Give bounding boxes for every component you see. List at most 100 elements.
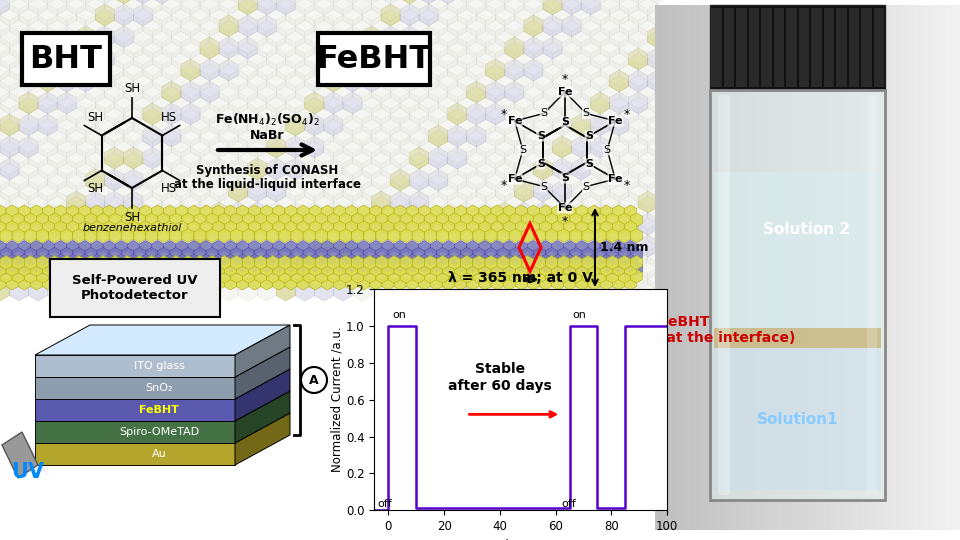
Polygon shape	[206, 261, 218, 275]
Polygon shape	[315, 255, 327, 269]
Polygon shape	[228, 268, 248, 290]
Polygon shape	[333, 169, 352, 191]
Polygon shape	[540, 221, 552, 235]
Polygon shape	[400, 268, 420, 290]
Polygon shape	[400, 246, 420, 268]
Polygon shape	[230, 213, 243, 227]
Polygon shape	[553, 158, 571, 180]
Polygon shape	[6, 240, 18, 254]
Polygon shape	[314, 147, 333, 169]
Polygon shape	[552, 276, 564, 290]
Polygon shape	[12, 213, 24, 227]
Polygon shape	[31, 254, 42, 268]
Polygon shape	[391, 125, 410, 147]
Polygon shape	[457, 4, 476, 26]
Polygon shape	[257, 169, 276, 191]
Polygon shape	[200, 235, 219, 257]
Polygon shape	[424, 213, 437, 227]
Polygon shape	[495, 92, 515, 114]
Polygon shape	[267, 114, 286, 136]
Bar	[693, 5, 701, 530]
Polygon shape	[36, 228, 49, 242]
Polygon shape	[473, 269, 485, 283]
Polygon shape	[128, 262, 139, 276]
Polygon shape	[267, 261, 278, 275]
Polygon shape	[188, 205, 200, 219]
Polygon shape	[114, 48, 133, 70]
Polygon shape	[606, 255, 618, 269]
Polygon shape	[562, 37, 581, 59]
Polygon shape	[333, 254, 346, 268]
Polygon shape	[497, 228, 509, 242]
Polygon shape	[391, 37, 410, 59]
Polygon shape	[351, 269, 364, 283]
Polygon shape	[200, 276, 212, 290]
Polygon shape	[286, 26, 305, 48]
Polygon shape	[0, 81, 10, 103]
Polygon shape	[291, 269, 303, 283]
Polygon shape	[143, 125, 162, 147]
Polygon shape	[143, 191, 162, 213]
Polygon shape	[6, 221, 18, 235]
Polygon shape	[105, 279, 124, 301]
Polygon shape	[333, 0, 352, 15]
Polygon shape	[618, 255, 631, 269]
Polygon shape	[200, 221, 212, 235]
Polygon shape	[153, 70, 172, 92]
Polygon shape	[467, 59, 486, 81]
Polygon shape	[391, 213, 410, 235]
Polygon shape	[600, 169, 619, 191]
Polygon shape	[618, 261, 631, 275]
Bar	[784, 5, 792, 530]
Polygon shape	[0, 224, 19, 246]
Polygon shape	[495, 114, 515, 136]
Polygon shape	[437, 228, 448, 242]
Polygon shape	[524, 147, 543, 169]
Polygon shape	[400, 158, 420, 180]
Polygon shape	[79, 240, 91, 254]
Polygon shape	[133, 213, 146, 227]
Polygon shape	[600, 279, 619, 301]
Polygon shape	[19, 92, 38, 114]
Polygon shape	[553, 136, 571, 158]
Polygon shape	[370, 240, 382, 254]
Polygon shape	[505, 191, 524, 213]
Polygon shape	[278, 213, 291, 227]
Polygon shape	[534, 255, 545, 269]
Polygon shape	[194, 255, 206, 269]
Polygon shape	[209, 158, 228, 180]
Polygon shape	[249, 221, 261, 235]
Polygon shape	[36, 255, 49, 269]
Text: Stable
after 60 days: Stable after 60 days	[448, 362, 552, 393]
Polygon shape	[103, 205, 115, 219]
Polygon shape	[358, 221, 370, 235]
Polygon shape	[543, 191, 562, 213]
Polygon shape	[429, 191, 447, 213]
Polygon shape	[590, 70, 610, 92]
Polygon shape	[285, 240, 297, 254]
Polygon shape	[48, 257, 66, 279]
Polygon shape	[400, 48, 420, 70]
Polygon shape	[238, 257, 257, 279]
Polygon shape	[543, 279, 562, 301]
Polygon shape	[381, 70, 400, 92]
Polygon shape	[49, 269, 60, 283]
Polygon shape	[0, 4, 19, 26]
Polygon shape	[105, 169, 124, 191]
Polygon shape	[49, 247, 60, 261]
Polygon shape	[172, 136, 190, 158]
Polygon shape	[391, 257, 410, 279]
Polygon shape	[219, 0, 238, 15]
Polygon shape	[521, 255, 534, 269]
Polygon shape	[590, 4, 610, 26]
Polygon shape	[515, 92, 534, 114]
Polygon shape	[352, 37, 372, 59]
Polygon shape	[505, 37, 524, 59]
Polygon shape	[476, 202, 495, 224]
Text: Fe: Fe	[508, 174, 522, 184]
Polygon shape	[558, 213, 570, 227]
Polygon shape	[235, 413, 290, 465]
Polygon shape	[153, 202, 172, 224]
Polygon shape	[438, 180, 457, 202]
Polygon shape	[322, 205, 333, 219]
